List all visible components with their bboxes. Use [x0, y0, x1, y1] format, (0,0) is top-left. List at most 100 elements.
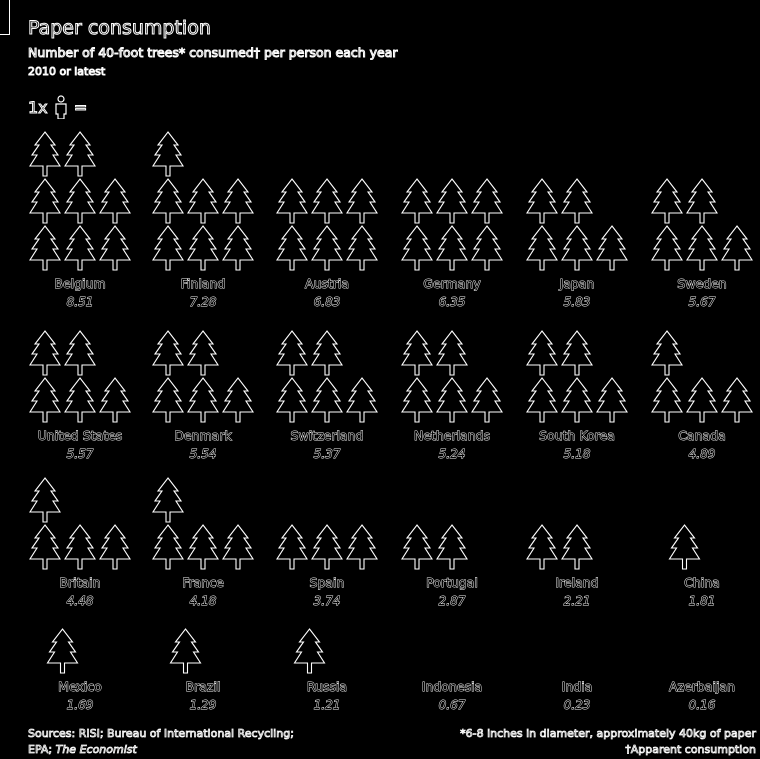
- tree-icon: [310, 178, 344, 224]
- tree-icon-partial: [597, 331, 627, 375]
- value-label: 8.51: [67, 295, 94, 309]
- country-group: [525, 178, 629, 271]
- tree-icon-partial: [687, 629, 717, 673]
- tree-icon: [595, 225, 629, 271]
- tree-icon: [650, 225, 684, 271]
- value-label: 5.18: [564, 447, 591, 461]
- tree-icon: [28, 377, 62, 423]
- tree-icon: [720, 377, 754, 423]
- tree-icon: [28, 477, 62, 523]
- chart-date-note: 2010 or latest: [27, 65, 106, 79]
- country-label: Sweden: [677, 276, 726, 291]
- country-group: [275, 330, 379, 423]
- country-label: Britain: [59, 575, 100, 590]
- tree-icon-partial: [83, 629, 113, 673]
- tree-icon: [275, 225, 309, 271]
- tree-icon: [685, 178, 719, 224]
- country-group: [400, 524, 469, 570]
- country-group: [650, 178, 754, 271]
- tree-icon: [685, 377, 719, 423]
- tree-icon: [169, 628, 202, 674]
- value-label: 5.37: [314, 447, 341, 461]
- tree-icon: [28, 178, 62, 224]
- tree-icon: [63, 178, 97, 224]
- value-label: 4.89: [689, 447, 716, 461]
- tree-icon: [151, 477, 185, 523]
- country-label: Mexico: [58, 679, 102, 694]
- country-group: [151, 131, 255, 271]
- country-group: [28, 131, 132, 271]
- tree-icon: [525, 377, 559, 423]
- tree-icon: [310, 377, 344, 423]
- country-group: [46, 628, 113, 674]
- country-group: [400, 178, 504, 271]
- value-label: 6.35: [439, 295, 466, 309]
- country-group: [562, 629, 592, 673]
- tree-icon-partial: [277, 478, 307, 522]
- tree-icon-partial: [347, 331, 377, 375]
- country-group: [687, 629, 717, 673]
- country-label: Switzerland: [291, 428, 364, 443]
- tree-icon-partial: [472, 331, 502, 375]
- country-label: Indonesia: [422, 679, 482, 694]
- tree-icon: [28, 225, 62, 271]
- country-label: Austria: [305, 276, 349, 291]
- tree-icon: [63, 524, 97, 570]
- tree-icon-partial: [206, 629, 236, 673]
- value-label: 1.69: [67, 698, 94, 712]
- country-label: Belgium: [54, 276, 105, 291]
- tree-icon-partial: [100, 132, 130, 176]
- country-group: [668, 524, 735, 570]
- country-label: Denmark: [174, 428, 232, 443]
- tree-icon: [186, 330, 220, 376]
- legend-equals: =: [73, 98, 88, 118]
- tree-icon: [400, 225, 434, 271]
- value-label: 1.29: [190, 698, 217, 712]
- tree-icon: [98, 524, 132, 570]
- country-group: [28, 330, 132, 423]
- tree-icon: [63, 330, 97, 376]
- tree-icon-partial: [330, 629, 360, 673]
- country-label: Azerbaijan: [669, 679, 735, 694]
- country-group: [169, 628, 236, 674]
- tree-icon-partial: [100, 331, 130, 375]
- tree-icon: [435, 330, 469, 376]
- tree-icon: [98, 377, 132, 423]
- value-label: 1.21: [314, 698, 341, 712]
- tree-icon: [560, 377, 594, 423]
- tree-icon-partial: [705, 525, 735, 569]
- tree-icon: [525, 178, 559, 224]
- tree-icon: [435, 178, 469, 224]
- tree-icon: [560, 524, 594, 570]
- tree-icon: [151, 131, 185, 177]
- tree-icon-partial: [597, 525, 627, 569]
- tree-icon-partial: [188, 132, 218, 176]
- tree-icon: [293, 628, 326, 674]
- tree-icon: [470, 178, 504, 224]
- country-group: [275, 478, 379, 570]
- tree-icon: [435, 524, 469, 570]
- value-label: 5.54: [190, 447, 217, 461]
- country-group: [293, 628, 360, 674]
- value-label: 7.28: [190, 295, 217, 309]
- chart-title: Paper consumption: [28, 17, 212, 40]
- tree-icon-partial: [437, 629, 467, 673]
- tree-icon: [98, 178, 132, 224]
- country-label: Germany: [423, 276, 481, 291]
- legend: 1x =: [28, 95, 88, 120]
- value-label: 0.67: [439, 698, 466, 712]
- tree-icon: [435, 377, 469, 423]
- tree-icon: [525, 524, 559, 570]
- country-group: [151, 477, 255, 570]
- country-label: Russia: [307, 679, 347, 694]
- tree-icon: [275, 377, 309, 423]
- sources-line-1: Sources: RISI; Bureau of International R…: [28, 727, 295, 741]
- country-label: India: [562, 679, 593, 694]
- sources-note: Sources: RISI; Bureau of International R…: [28, 726, 295, 758]
- tree-icon: [470, 225, 504, 271]
- country-label: Finland: [181, 276, 226, 291]
- tree-icon-partial: [722, 179, 752, 223]
- tree-icon: [186, 377, 220, 423]
- tree-icon: [310, 524, 344, 570]
- tree-icon-partial: [277, 132, 307, 176]
